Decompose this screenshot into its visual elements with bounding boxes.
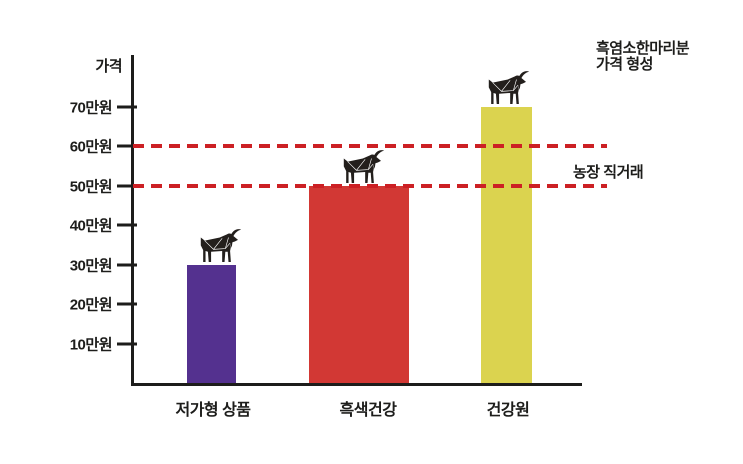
bar bbox=[187, 265, 236, 383]
y-axis-tick: 30만원 bbox=[45, 255, 142, 276]
y-tick-label: 10만원 bbox=[69, 336, 113, 354]
tick-mark bbox=[117, 105, 137, 109]
goat-icon bbox=[488, 71, 529, 105]
bar bbox=[481, 107, 532, 383]
tick-mark bbox=[117, 184, 137, 188]
y-tick-label: 60만원 bbox=[69, 138, 113, 156]
y-axis-title: 가격 bbox=[95, 58, 122, 75]
tick-mark bbox=[117, 223, 137, 227]
tick-mark bbox=[117, 263, 137, 267]
y-axis-tick: 70만원 bbox=[45, 97, 142, 118]
y-tick-label: 70만원 bbox=[69, 99, 113, 117]
goat-icon bbox=[200, 229, 241, 263]
x-axis-line bbox=[131, 383, 582, 386]
category-label-low-price: 저가형 상품 bbox=[175, 402, 251, 419]
y-axis-tick: 60만원 bbox=[45, 136, 142, 157]
y-axis-line bbox=[131, 55, 134, 386]
y-tick-label: 30만원 bbox=[69, 257, 113, 275]
chart-title-line2: 가격 형성 bbox=[596, 56, 653, 73]
category-label-black-health: 흑색건강 bbox=[339, 402, 397, 419]
reference-line-60 bbox=[133, 144, 607, 148]
tick-mark bbox=[117, 342, 137, 346]
bar-group-health-center bbox=[481, 70, 532, 383]
y-axis-tick: 50만원 bbox=[45, 176, 142, 197]
bar bbox=[309, 186, 409, 383]
y-axis-tick: 20만원 bbox=[45, 294, 142, 315]
tick-mark bbox=[117, 302, 137, 306]
chart-title-line1: 흑염소한마리분 bbox=[596, 40, 690, 57]
farm-direct-trade-label: 농장 직거래 bbox=[573, 164, 644, 181]
y-tick-label: 50만원 bbox=[69, 178, 113, 196]
goat-icon bbox=[343, 150, 385, 184]
bar-group-black-health bbox=[309, 149, 409, 383]
y-axis-tick: 10만원 bbox=[45, 334, 142, 355]
bar-group-low-price bbox=[187, 228, 241, 383]
reference-line-50 bbox=[133, 184, 607, 188]
tick-mark bbox=[117, 144, 137, 148]
y-axis-tick: 40만원 bbox=[45, 215, 142, 236]
category-label-health-center: 건강원 bbox=[486, 402, 530, 419]
y-tick-label: 40만원 bbox=[69, 217, 113, 235]
y-tick-label: 20만원 bbox=[69, 296, 113, 314]
chart-title: 흑염소한마리분 가격 형성 bbox=[596, 40, 690, 73]
